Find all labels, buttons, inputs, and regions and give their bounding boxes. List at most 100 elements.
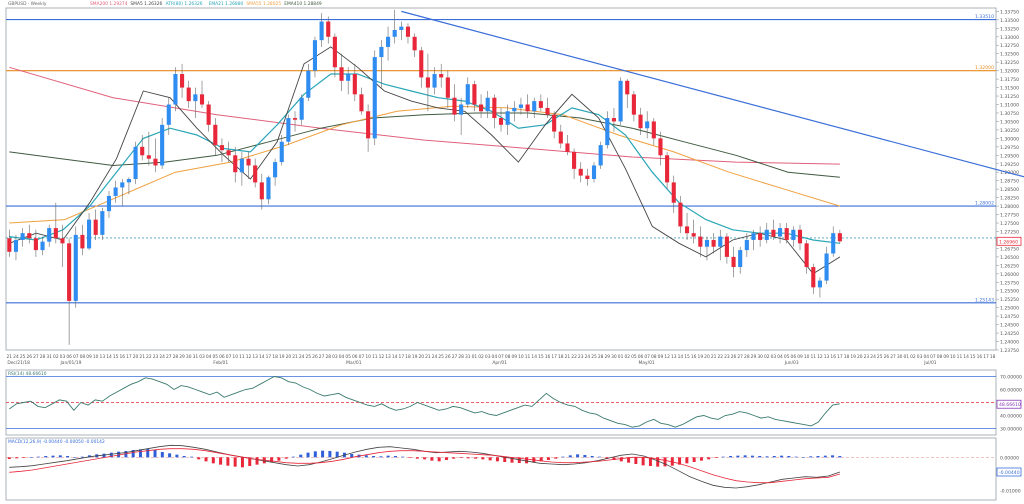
macd-histogram-bar — [641, 457, 645, 466]
x-tick-label: 10 — [232, 354, 238, 360]
x-tick-label: 13 — [671, 354, 677, 360]
y-tick-label: 1.32750 — [1000, 43, 1019, 49]
candle-body — [764, 229, 769, 240]
y-tick-label: 1.28000 — [1000, 204, 1019, 210]
candle — [206, 101, 211, 132]
macd-histogram-bar — [299, 454, 303, 458]
x-tick-label: 31 — [465, 354, 471, 360]
candle — [618, 77, 623, 125]
candle-body — [518, 104, 523, 108]
candle — [173, 67, 178, 112]
macd-histogram-bar — [561, 456, 565, 458]
y-tick-label: 1.25000 — [1000, 306, 1019, 312]
x-tick-label: 15 — [113, 354, 119, 360]
x-tick-label: 28 — [40, 354, 46, 360]
x-tick-label: 24 — [870, 354, 876, 360]
candle — [552, 111, 557, 139]
macd-histogram-bar — [481, 457, 485, 460]
macd-histogram-bar — [66, 456, 70, 458]
y-tick-label: 1.28250 — [1000, 196, 1019, 202]
candle-body — [611, 118, 617, 122]
candle-body — [532, 101, 537, 112]
candle — [193, 87, 198, 119]
candle — [339, 53, 344, 91]
x-tick-label: 14 — [106, 354, 112, 360]
candle-body — [273, 162, 278, 178]
candle-body — [591, 165, 597, 179]
candle — [837, 229, 842, 244]
candle — [13, 234, 19, 261]
candle — [346, 67, 351, 95]
candle-body — [811, 267, 816, 288]
macd-histogram-bar — [415, 457, 419, 459]
candle — [40, 236, 45, 256]
macd-histogram-bar — [197, 457, 201, 460]
y-tick-label: 1.31250 — [1000, 94, 1019, 100]
x-tick-label: 25 — [438, 354, 444, 360]
macd-histogram-bar — [350, 454, 354, 458]
candle — [7, 229, 12, 257]
candle — [93, 209, 98, 240]
macd-histogram-bar — [168, 453, 172, 458]
candle-body — [180, 74, 185, 88]
x-tick-label: 21 — [139, 354, 145, 360]
candle — [591, 162, 597, 183]
x-tick-label: 06 — [791, 354, 797, 360]
x-tick-label: 21 — [7, 354, 13, 360]
x-tick-label: 25 — [591, 354, 597, 360]
candle-body — [691, 233, 696, 237]
candle — [498, 107, 504, 132]
macd-histogram-bar — [503, 457, 507, 462]
x-tick-label: 06 — [352, 354, 358, 360]
x-tick-label: 17 — [551, 354, 557, 360]
macd-histogram-bar — [328, 451, 332, 458]
candle-body — [312, 40, 318, 71]
macd-panel: MACD(12,26,9) -0.00440 -0.00050 -0.00142… — [5, 437, 1022, 501]
x-tick-label: 27 — [452, 354, 458, 360]
candle — [292, 111, 298, 132]
candle — [47, 224, 52, 247]
macd-histogram-bar — [335, 451, 339, 458]
candle — [306, 63, 311, 102]
macd-histogram-bar — [634, 457, 638, 464]
candle-body — [631, 94, 636, 115]
x-tick-label: 27 — [166, 354, 172, 360]
candle — [452, 84, 457, 122]
macd-histogram-bar — [780, 455, 784, 458]
candle — [638, 107, 643, 135]
candle-body — [419, 50, 424, 78]
rsi-y-tick-label: 70.00000 — [1000, 375, 1022, 381]
macd-histogram-bar — [583, 455, 587, 458]
macd-histogram-bar — [568, 455, 572, 458]
x-tick-label: 18 — [990, 354, 996, 360]
candle — [605, 111, 610, 149]
macd-histogram-bar — [765, 456, 769, 458]
macd-histogram-bar — [437, 457, 441, 462]
candle — [120, 179, 125, 207]
x-tick-label: 29 — [751, 354, 757, 360]
y-tick-label: 1.30250 — [1000, 128, 1019, 134]
x-tick-label: 05 — [212, 354, 218, 360]
candle-body — [193, 94, 198, 102]
x-tick-label: 18 — [844, 354, 850, 360]
candle — [86, 212, 92, 251]
macd-histogram-bar — [423, 457, 427, 460]
candle — [100, 207, 105, 240]
candle — [53, 202, 58, 244]
candle-body — [27, 233, 32, 239]
y-tick-label: 1.24750 — [1000, 314, 1019, 320]
candle — [718, 229, 723, 261]
x-tick-label: 02 — [764, 354, 770, 360]
candle-body — [704, 239, 710, 247]
candle — [485, 90, 490, 119]
x-tick-label: 13 — [824, 354, 830, 360]
sma55-line — [9, 105, 841, 224]
x-tick-label: 30 — [186, 354, 192, 360]
candle-body — [498, 118, 504, 125]
x-tick-label: 12 — [664, 354, 670, 360]
x-tick-label: 25 — [20, 354, 26, 360]
candle — [817, 277, 822, 298]
macd-histogram-bar — [291, 456, 295, 458]
candle-body — [525, 104, 530, 112]
candle-body — [146, 155, 151, 159]
